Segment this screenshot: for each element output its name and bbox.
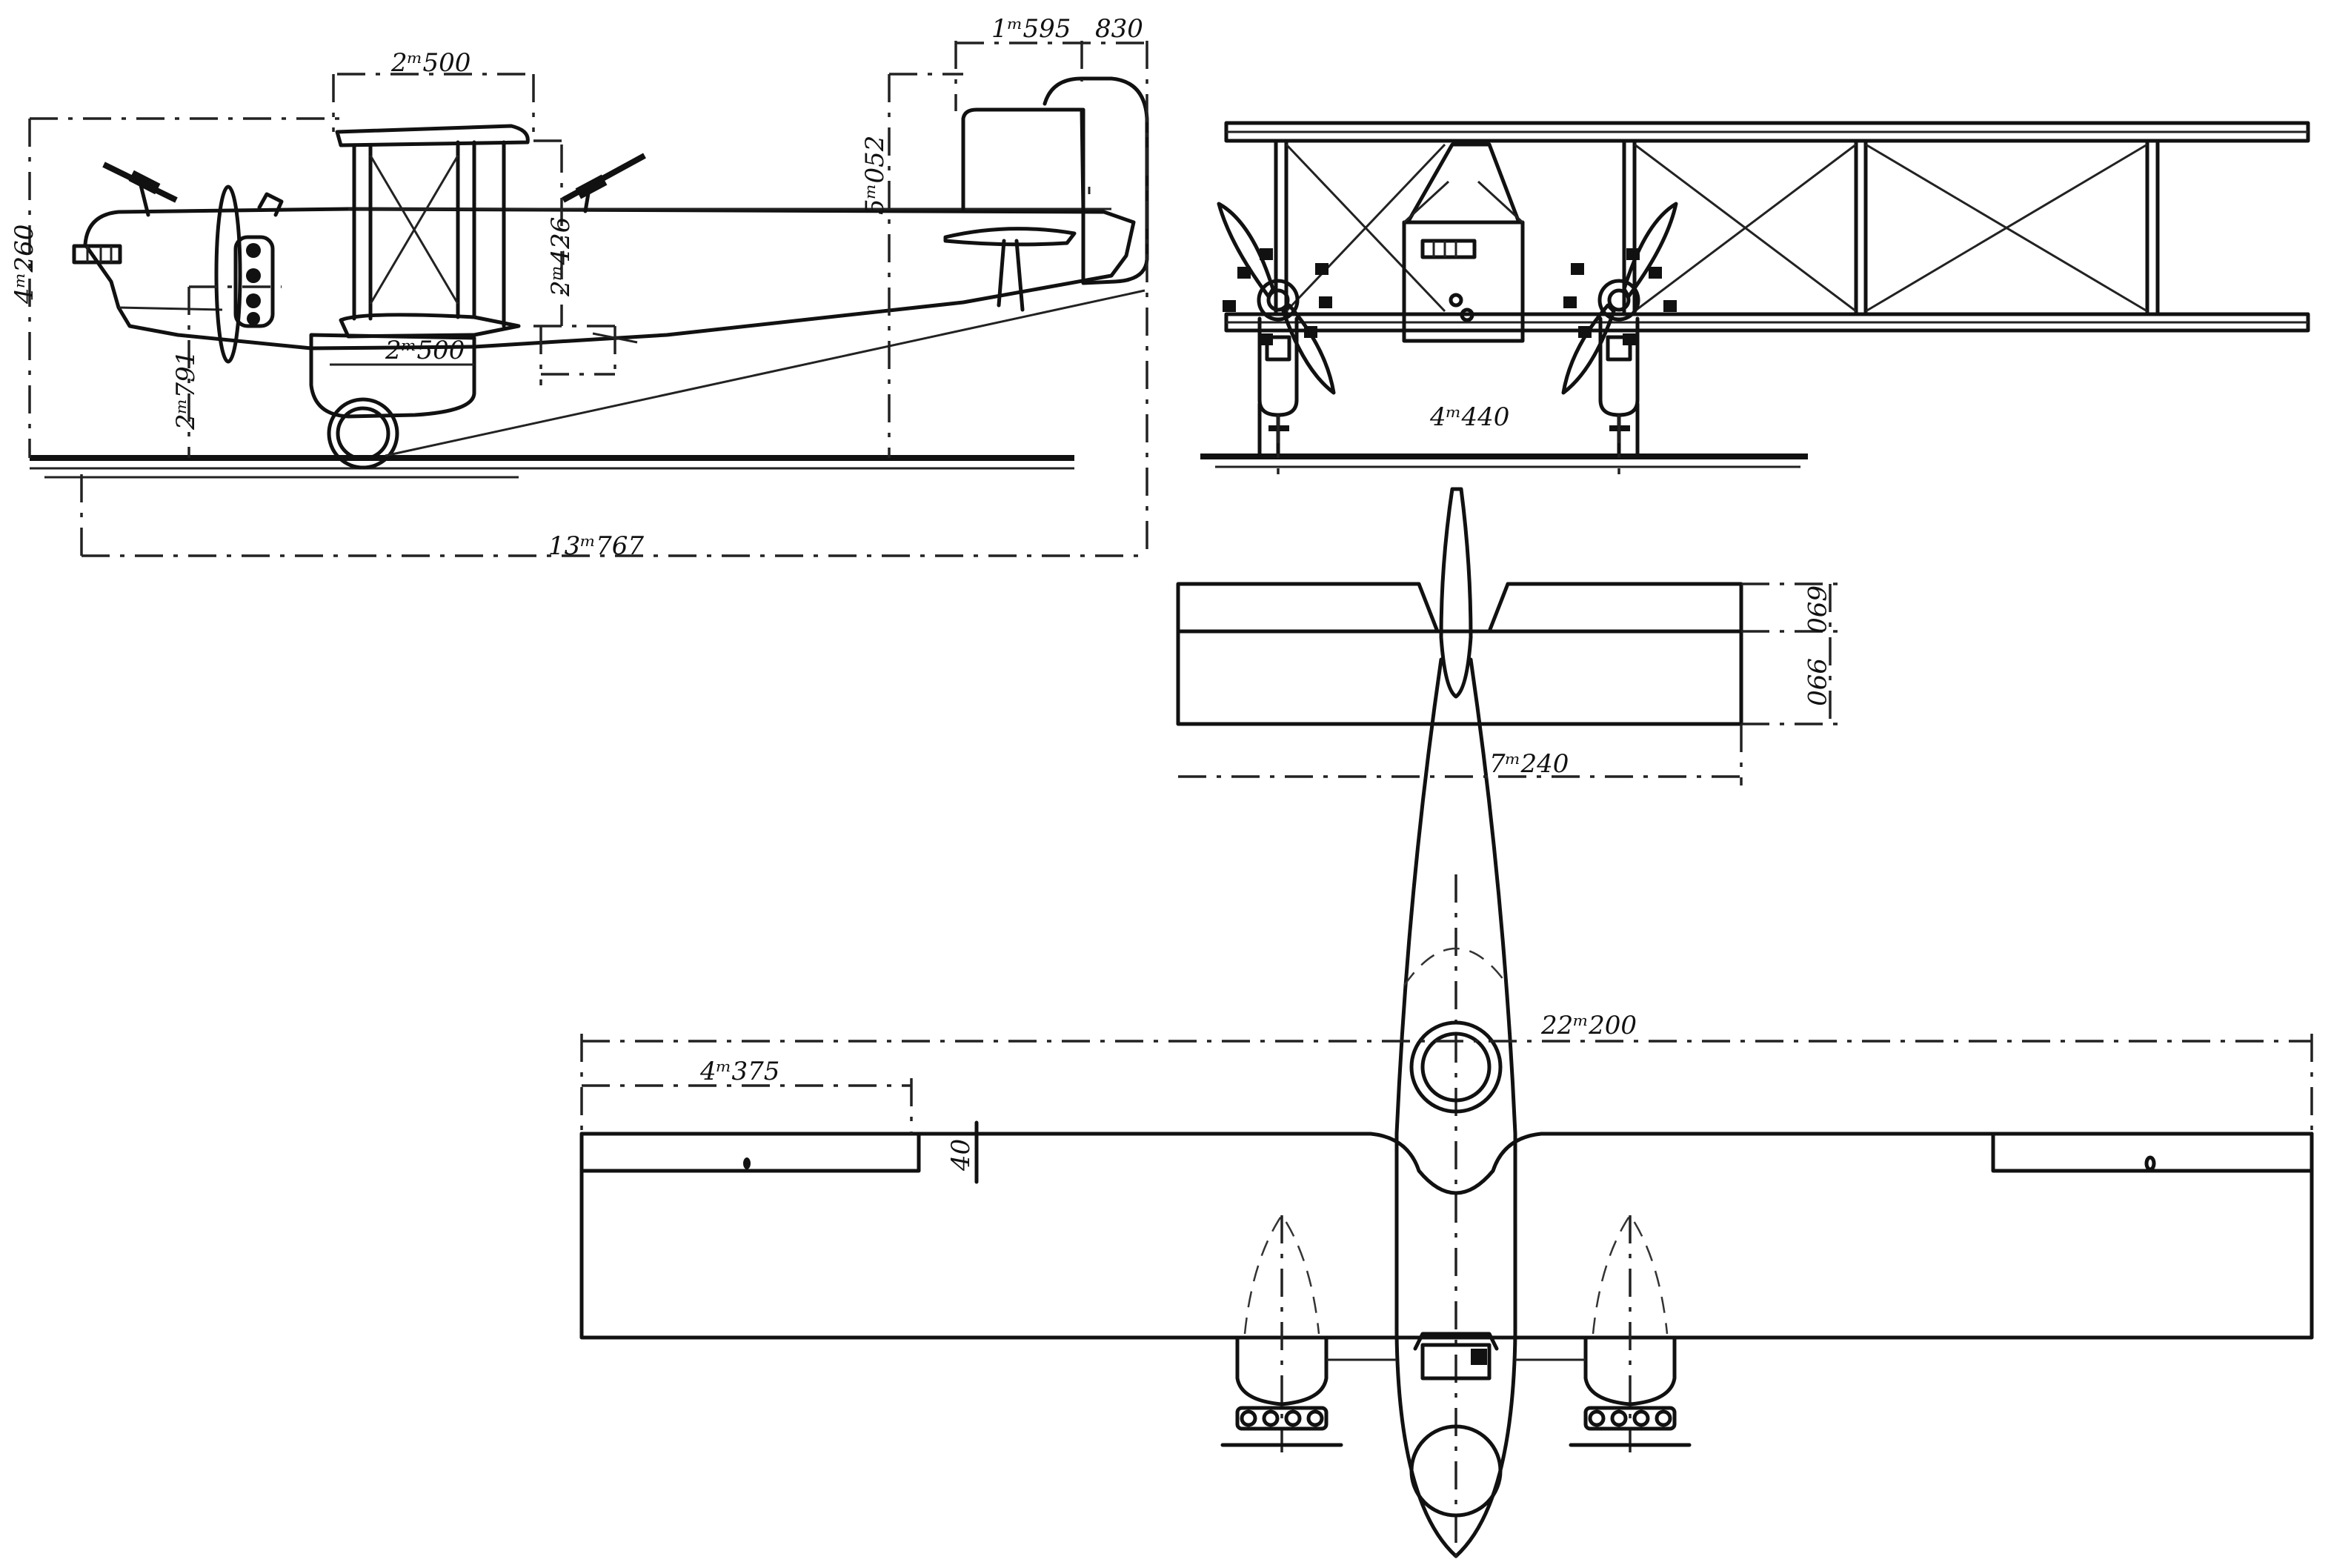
dim-side-tail-chord: 1ᵐ595 bbox=[991, 14, 1071, 44]
dim-front-track: 4ᵐ440 bbox=[1429, 402, 1509, 432]
side-dimension-labels: 2ᵐ500 2ᵐ500 1ᵐ595 830 13ᵐ767 4ᵐ260 5ᵐ052… bbox=[10, 14, 1143, 561]
side-nose-gun bbox=[102, 162, 178, 217]
front-bracing-wires bbox=[1285, 143, 2148, 313]
front-upper-wing bbox=[1224, 121, 2310, 143]
side-upper-gun bbox=[562, 153, 646, 213]
plan-right-aileron bbox=[1991, 1132, 2314, 1173]
side-lower-wing bbox=[339, 313, 521, 339]
side-wheel bbox=[327, 397, 399, 470]
front-struts bbox=[1274, 139, 2160, 316]
plan-left-aileron bbox=[579, 1132, 921, 1173]
dim-side-length: 13ᵐ767 bbox=[548, 531, 644, 561]
front-ground-line bbox=[1200, 454, 1808, 468]
plan-right-nacelle bbox=[1515, 1213, 1692, 1452]
side-construction-lines bbox=[28, 41, 1148, 556]
dim-plan-span: 22ᵐ200 bbox=[1540, 1011, 1637, 1040]
dim-side-lower-gap: 2ᵐ500 bbox=[385, 336, 465, 365]
dim-plan-aileron-chord: 40 bbox=[946, 1139, 976, 1172]
dim-side-wing-gap: 2ᵐ426 bbox=[546, 217, 576, 297]
dim-side-tail-height: 5ᵐ052 bbox=[860, 136, 890, 215]
side-upper-wing bbox=[335, 124, 530, 147]
side-fuselage bbox=[83, 207, 1136, 351]
front-view: 4ᵐ440 bbox=[1200, 121, 2310, 474]
side-view: 2ᵐ500 2ᵐ500 1ᵐ595 830 13ᵐ767 4ᵐ260 5ᵐ052… bbox=[10, 14, 1149, 561]
side-nacelle bbox=[309, 333, 476, 419]
plan-main-wing bbox=[579, 1132, 2314, 1340]
plan-dimension-labels: 22ᵐ200 4ᵐ375 40 7ᵐ240 690 990 bbox=[699, 585, 1831, 1172]
front-fuselage bbox=[1402, 142, 1525, 343]
dim-side-gear-height: 2ᵐ791 bbox=[171, 351, 201, 431]
side-propeller bbox=[214, 185, 284, 364]
dim-side-tail-rudder: 830 bbox=[1095, 14, 1143, 44]
side-tail-strut bbox=[385, 289, 1145, 457]
plan-fin bbox=[1439, 487, 1473, 699]
dim-tail-stab-chord: 690 bbox=[1801, 585, 1831, 634]
front-lower-wing bbox=[1224, 312, 2310, 333]
side-ground-line bbox=[30, 455, 1074, 479]
front-dimension: 4ᵐ440 bbox=[1277, 402, 1620, 474]
dim-plan-aileron-span: 4ᵐ375 bbox=[699, 1057, 779, 1086]
dim-tail-elevator-chord: 990 bbox=[1801, 658, 1831, 706]
plan-hatches bbox=[1403, 947, 1509, 1518]
plan-view: 22ᵐ200 4ᵐ375 40 7ᵐ240 690 990 bbox=[579, 487, 2314, 1564]
dim-side-height: 4ᵐ260 bbox=[10, 225, 39, 305]
side-dimension-lines bbox=[82, 41, 1147, 557]
side-struts bbox=[352, 140, 506, 328]
plan-left-nacelle bbox=[1220, 1213, 1397, 1452]
dim-tail-span: 7ᵐ240 bbox=[1489, 749, 1569, 779]
plan-dimension-lines bbox=[580, 584, 2313, 1184]
side-nose-windows bbox=[72, 244, 122, 265]
plan-tailplane bbox=[1176, 582, 1838, 785]
side-tail bbox=[943, 76, 1149, 312]
dim-side-upper-gap: 2ᵐ500 bbox=[390, 48, 470, 78]
front-left-engine bbox=[1217, 202, 1336, 459]
